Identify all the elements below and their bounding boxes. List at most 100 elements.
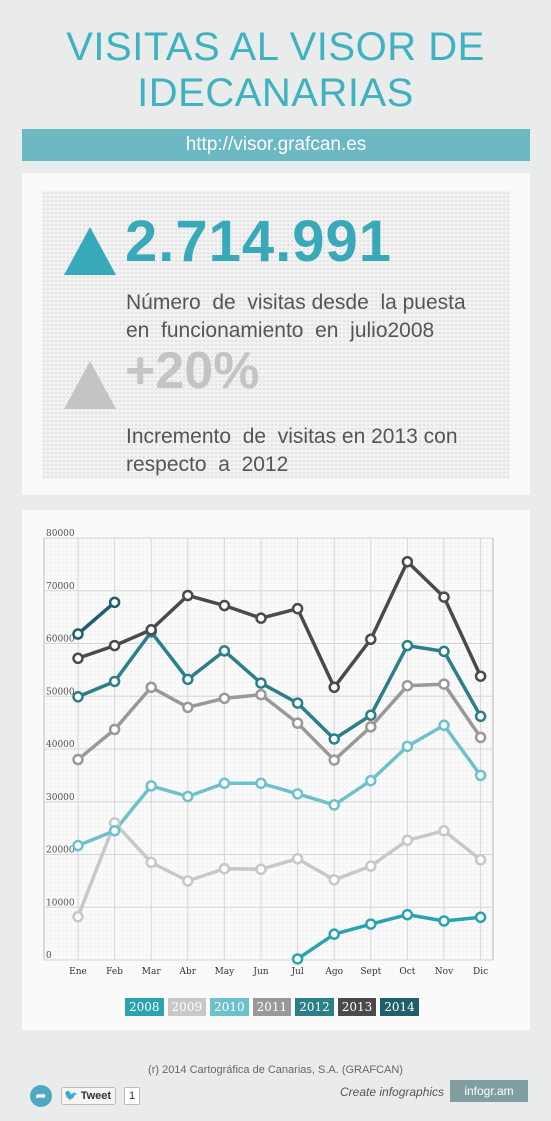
title-line-2: IDECANARIAS <box>137 71 414 115</box>
increase-description: Incremento de visitas en 2013 con respec… <box>126 423 506 479</box>
point-2014 <box>72 628 84 640</box>
visits-description: Número de visitas desde la puesta en fun… <box>126 289 506 345</box>
point-2012 <box>328 733 340 745</box>
point-2008 <box>291 953 304 965</box>
point-2012 <box>182 673 194 686</box>
series-line-2011 <box>76 682 483 762</box>
chart-legend: 2008 2009 2010 2011 2012 2013 2014 <box>125 998 423 1016</box>
y-tick-label: 70000 <box>46 582 75 592</box>
point-2010 <box>182 790 194 803</box>
point-2010 <box>108 825 121 837</box>
point-2010 <box>474 769 487 782</box>
increase-desc-line-2: respecto a 2012 <box>126 453 289 476</box>
create-infographics-link[interactable]: Create infographics <box>340 1085 445 1099</box>
legend-item-2013[interactable]: 2013 <box>337 998 377 1016</box>
point-2012 <box>438 645 450 658</box>
x-tick-label: Jul <box>290 967 303 977</box>
x-tick-label: Dic <box>473 967 488 977</box>
chart-panel: 0 10000 20000 30000 40000 50000 60000 70000 8000… <box>22 510 530 1030</box>
tweet-label: Tweet <box>80 1090 112 1102</box>
point-2009 <box>474 854 487 866</box>
point-2008 <box>328 928 340 940</box>
legend-item-2012[interactable]: 2012 <box>295 998 334 1016</box>
point-2010 <box>291 788 304 800</box>
visits-line-chart: 0 10000 20000 30000 40000 50000 60000 70000 8000… <box>43 529 494 977</box>
point-2009 <box>145 856 157 869</box>
stats-panel: 2.714.991 Número de visitas desde la pue… <box>22 173 530 495</box>
point-2010 <box>255 777 267 790</box>
point-2010 <box>218 777 231 790</box>
point-2010 <box>328 799 340 811</box>
url-bar[interactable]: http://visor.grafcan.es <box>22 129 530 161</box>
tweet-button[interactable]: 🐦 Tweet <box>61 1087 117 1105</box>
legend-item-2011[interactable]: 2011 <box>252 998 292 1016</box>
point-2011 <box>182 701 194 714</box>
series-line-2013 <box>77 559 483 690</box>
x-tick-label: Feb <box>106 967 123 977</box>
series-line-2008 <box>296 912 481 961</box>
y-tick-label: 60000 <box>46 635 75 645</box>
infogram-logo[interactable]: infogr.am <box>450 1080 528 1102</box>
point-2013 <box>291 602 304 615</box>
y-tick-label: 30000 <box>46 793 75 803</box>
point-2012 <box>291 697 304 709</box>
x-tick-label: Mar <box>142 967 162 977</box>
visits-total: 2.714.991 <box>125 209 393 274</box>
point-2011 <box>401 679 414 692</box>
point-2009 <box>291 852 304 865</box>
point-2011 <box>438 678 450 690</box>
copyright-text: (r) 2014 Cartográfica de Canarias, S.A. … <box>148 1064 403 1076</box>
legend-item-2014[interactable]: 2014 <box>380 998 419 1016</box>
point-2011 <box>255 688 267 701</box>
point-2008 <box>438 915 450 927</box>
x-tick-label: Ene <box>69 967 87 977</box>
share-arrow-icon[interactable]: ➦ <box>30 1085 52 1107</box>
up-triangle-icon <box>64 227 116 275</box>
point-2011 <box>218 692 231 705</box>
point-2013 <box>108 639 121 652</box>
point-2008 <box>474 911 487 924</box>
visits-desc-line-1: Número de visitas desde la puesta <box>126 291 466 314</box>
point-2008 <box>401 908 414 921</box>
legend-item-2010[interactable]: 2010 <box>210 998 249 1016</box>
y-tick-label: 0 <box>46 951 52 961</box>
point-2009 <box>401 834 414 847</box>
point-2008 <box>365 918 377 930</box>
point-2009 <box>328 874 340 886</box>
point-2013 <box>328 681 340 694</box>
point-2012 <box>108 675 121 688</box>
point-2009 <box>182 875 194 887</box>
stats-inner: 2.714.991 Número de visitas desde la pue… <box>42 191 510 479</box>
point-2011 <box>365 721 377 733</box>
y-tick-label: 50000 <box>46 687 75 697</box>
point-2009 <box>255 863 267 876</box>
page-title: VISITAS AL VISOR DE IDECANARIAS <box>0 24 551 116</box>
legend-item-2009[interactable]: 2009 <box>167 998 207 1016</box>
x-tick-label: Jun <box>252 967 268 977</box>
point-2009 <box>218 862 231 875</box>
x-tick-label: Oct <box>399 967 415 977</box>
x-tick-label: Sept <box>360 967 381 977</box>
point-2013 <box>438 591 450 603</box>
point-2010 <box>365 774 377 787</box>
x-tick-label: Nov <box>435 967 454 977</box>
y-tick-label: 10000 <box>46 898 75 908</box>
point-2009 <box>72 910 84 923</box>
point-2011 <box>145 681 157 694</box>
y-tick-label: 40000 <box>46 740 75 750</box>
legend-item-2008[interactable]: 2008 <box>125 998 164 1016</box>
point-2013 <box>474 670 487 682</box>
point-2011 <box>474 731 487 744</box>
point-2011 <box>72 753 84 766</box>
point-2013 <box>401 555 414 568</box>
increase-desc-line-1: Incremento de visitas en 2013 con <box>126 425 458 448</box>
point-2012 <box>218 645 231 657</box>
series-line-2012 <box>77 630 483 741</box>
twitter-bird-icon: 🐦 <box>64 1090 78 1102</box>
series-line-2009 <box>76 821 482 918</box>
series-line-2014 <box>76 601 116 636</box>
point-2013 <box>255 612 267 624</box>
point-2012 <box>72 691 84 703</box>
up-triangle-grey-icon <box>64 361 116 409</box>
increase-percent: +20% <box>125 342 260 400</box>
